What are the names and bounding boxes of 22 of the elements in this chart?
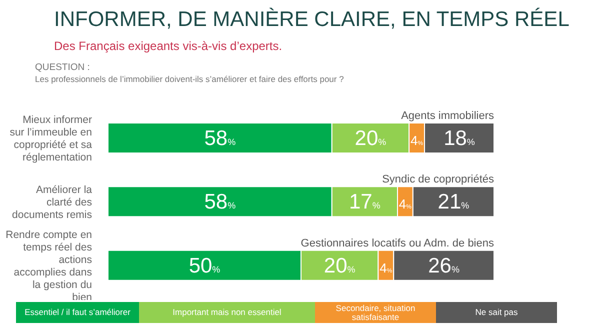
text: Important mais non essentiel: [139, 302, 315, 323]
data-label: 50%: [188, 254, 220, 278]
annotation: Gestionnaires locatifs ou Adm. de biens: [300, 237, 494, 250]
text: QUESTION :: [35, 62, 90, 73]
data-label: 20%: [354, 127, 386, 150]
y-tick-label: Améliorer la clarté des documents remis: [12, 184, 92, 221]
text: Essentiel / il faut s’améliorer: [16, 302, 139, 323]
chart-title: INFORMER, DE MANIÈRE CLAIRE, EN TEMPS RÉEL: [54, 8, 570, 32]
data-label: 58%: [204, 190, 236, 214]
y-tick-label: Mieux informer sur l’immeuble en copropriété et sa réglementation: [10, 114, 92, 164]
annotation: Agents immobiliers: [401, 110, 494, 122]
chart-subtitle: Des Français exigeants vis-à-vis d’experts.: [54, 39, 282, 53]
text: Les professionnels de l’immobilier doivent-ils s’améliorer et faire des efforts pour ?: [35, 74, 344, 84]
data-label: 20%: [324, 254, 356, 278]
text: Ne sait pas: [436, 302, 557, 323]
data-label: 26%: [428, 254, 460, 278]
data-label: 17%: [349, 190, 380, 214]
data-label: 21%: [438, 190, 470, 214]
data-label: 58%: [204, 127, 236, 150]
annotation: Syndic de copropriétés: [382, 174, 494, 186]
data-label: 18%: [444, 127, 475, 150]
text: Secondaire, situation satisfaisante: [315, 302, 436, 323]
